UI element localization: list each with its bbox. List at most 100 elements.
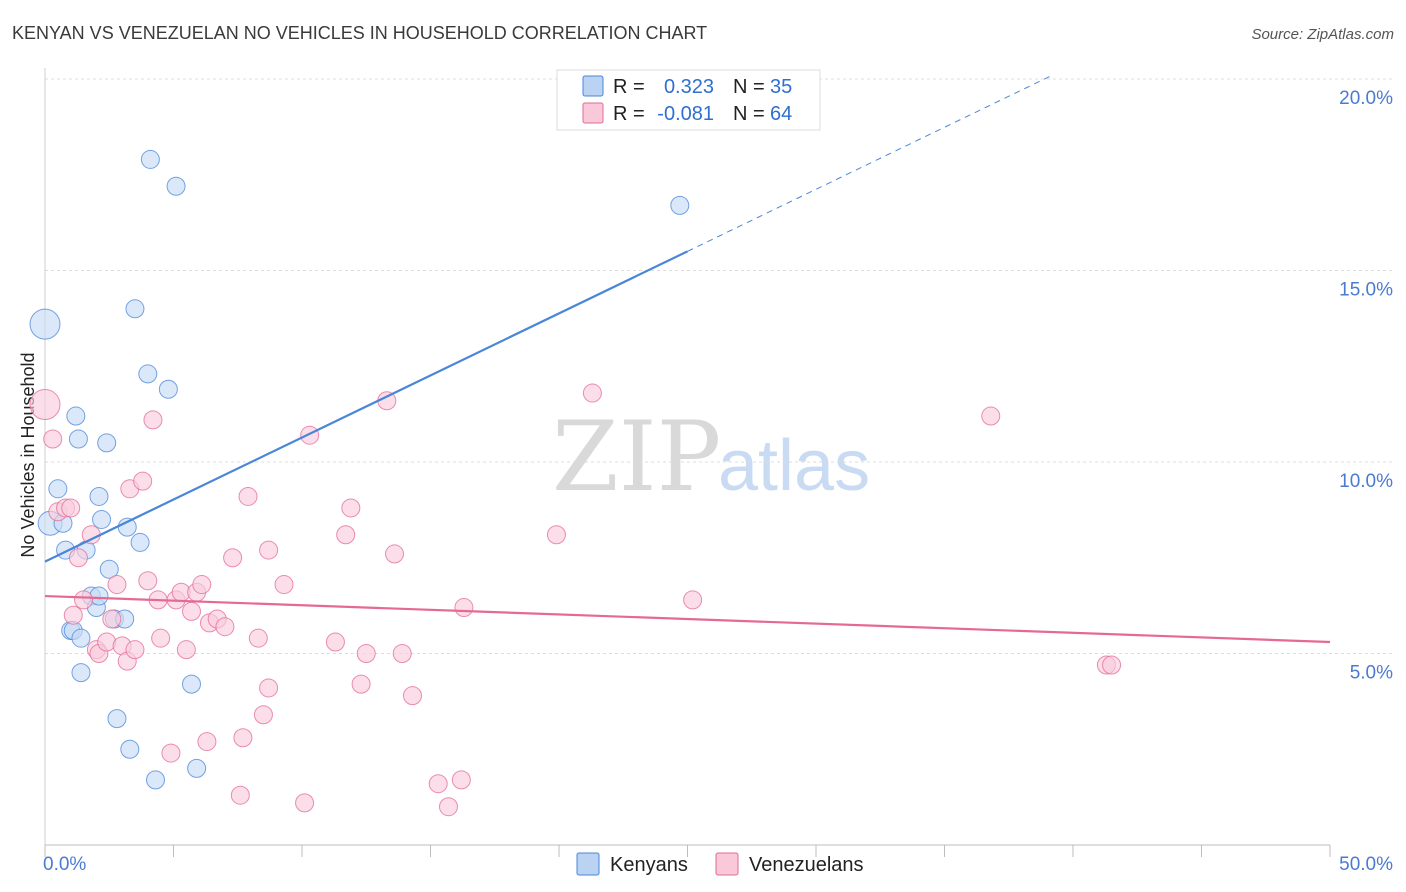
point-venezuelans-6 [68,548,88,568]
legend-n-value-kenyans: 35 [770,76,792,98]
legend-r-value-kenyans: 0.323 [664,76,714,98]
point-venezuelans-5 [63,605,83,625]
bottom-legend-swatch-venezuelans [715,852,739,876]
x-tick-labels: 0.0% 50.0% [43,854,1393,875]
legend-r-label: R = [613,103,645,125]
point-venezuelans-30 [197,732,217,752]
point-venezuelans-57 [454,598,474,618]
point-venezuelans-26 [176,640,196,660]
legend-n-label: N = [733,76,765,98]
point-kenyans-26 [140,149,160,169]
point-kenyans-27 [146,770,166,790]
point-venezuelans-17 [125,640,145,660]
point-venezuelans-39 [253,705,273,725]
y-tick-label-2: 15.0% [1339,280,1393,301]
point-venezuelans-36 [233,728,253,748]
chart-title: KENYAN VS VENEZUELAN NO VEHICLES IN HOUS… [12,23,707,43]
legend-swatch-kenyans [582,75,604,97]
point-venezuelans-45 [325,632,345,652]
point-venezuelans-55 [438,797,458,817]
watermark: ZIP atlas [552,401,870,513]
point-venezuelans-22 [151,628,171,648]
point-venezuelans-58 [546,525,566,545]
y-axis-title: No Vehicles in Household [18,352,38,557]
point-kenyans-23 [125,299,145,319]
scatter-points [29,149,1122,817]
point-venezuelans-29 [192,575,212,595]
point-venezuelans-60 [683,590,703,610]
point-venezuelans-23 [161,743,181,763]
bottom-legend-label-venezuelans: Venezuelans [749,854,864,876]
chart-source: Source: ZipAtlas.com [1251,26,1394,43]
point-venezuelans-19 [138,571,158,591]
point-kenyans-16 [97,433,117,453]
point-venezuelans-18 [133,471,153,491]
point-kenyans-31 [187,758,207,778]
point-venezuelans-44 [300,425,320,445]
y-tick-label-3: 20.0% [1339,88,1393,109]
point-venezuelans-33 [215,617,235,637]
point-kenyans-15 [92,509,112,529]
point-kenyans-30 [181,674,201,694]
y-tick-label-1: 10.0% [1339,471,1393,492]
point-kenyans-25 [138,364,158,384]
point-venezuelans-35 [230,785,250,805]
point-kenyans-2 [48,479,68,499]
point-venezuelans-42 [274,575,294,595]
legend-r-label: R = [613,76,645,98]
legend-n-value-venezuelans: 64 [770,103,792,125]
point-kenyans-8 [68,429,88,449]
point-kenyans-24 [130,532,150,552]
point-venezuelans-7 [74,590,94,610]
trend-line-venezuelans [44,594,1331,644]
legend-swatch-venezuelans [582,102,604,124]
point-venezuelans-59 [582,383,602,403]
point-venezuelans-41 [259,540,279,560]
watermark-zip: ZIP [552,401,721,513]
point-venezuelans-52 [392,644,412,663]
point-venezuelans-12 [102,609,122,629]
point-venezuelans-38 [248,628,268,648]
point-venezuelans-51 [385,544,405,564]
trend-lines [44,74,1331,644]
point-venezuelans-1 [43,429,63,449]
bottom-legend-label-kenyans: Kenyans [610,854,688,876]
point-venezuelans-43 [295,793,315,813]
legend: R = 0.323 N = 35 R = -0.081 N = 64 [556,69,821,131]
point-kenyans-29 [166,176,186,196]
point-venezuelans-53 [403,686,423,706]
point-venezuelans-56 [451,770,471,790]
point-venezuelans-49 [356,644,376,663]
trend-line-extension-kenyans [687,74,1053,252]
point-kenyans-10 [71,628,91,648]
point-venezuelans-37 [238,486,258,506]
axes [44,68,1331,857]
point-venezuelans-61 [981,406,1001,426]
point-kenyans-28 [158,379,178,399]
trend-line-kenyans [44,250,688,563]
point-venezuelans-63 [1102,655,1122,675]
point-venezuelans-54 [428,774,448,794]
point-venezuelans-13 [107,575,127,595]
legend-r-value-venezuelans: -0.081 [657,103,714,125]
point-venezuelans-47 [341,498,361,518]
y-tick-label-0: 5.0% [1350,663,1393,684]
x-tick-label-1: 50.0% [1339,854,1393,875]
point-venezuelans-40 [259,678,279,698]
legend-n-label: N = [733,103,765,125]
bottom-legend: Kenyans Venezuelans [576,852,864,876]
point-kenyans-7 [66,406,86,426]
point-venezuelans-46 [336,525,356,545]
point-kenyans-9 [71,663,91,683]
watermark-atlas: atlas [718,426,870,506]
point-venezuelans-34 [223,548,243,568]
point-venezuelans-4 [61,498,81,518]
point-kenyans-0 [29,308,61,340]
point-kenyans-22 [120,739,140,759]
grid [45,78,1393,654]
point-kenyans-32 [670,195,690,215]
point-kenyans-17 [99,559,119,579]
y-tick-labels: 5.0% 10.0% 15.0% 20.0% [1339,88,1393,684]
point-venezuelans-0 [29,389,61,421]
